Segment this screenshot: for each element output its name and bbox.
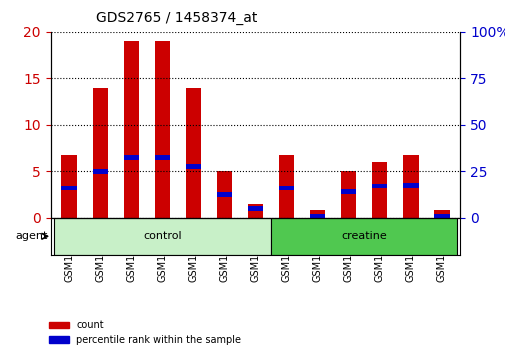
Bar	[247, 206, 263, 211]
Bar	[278, 154, 294, 218]
Bar	[155, 155, 170, 160]
Bar	[433, 213, 449, 218]
Bar	[309, 210, 325, 218]
Bar	[92, 169, 108, 173]
Bar	[61, 185, 77, 190]
Bar	[155, 41, 170, 218]
Bar	[278, 185, 294, 190]
Bar	[309, 213, 325, 218]
Bar	[247, 204, 263, 218]
Bar	[61, 154, 77, 218]
Bar	[216, 192, 232, 197]
Bar	[371, 184, 387, 188]
Bar	[123, 155, 139, 160]
Bar	[185, 88, 201, 218]
Bar	[216, 171, 232, 218]
Text: agent: agent	[15, 231, 47, 241]
Bar	[123, 41, 139, 218]
Text: control: control	[143, 231, 181, 241]
Bar	[185, 164, 201, 169]
Bar	[340, 171, 356, 218]
Text: creatine: creatine	[341, 231, 386, 241]
FancyBboxPatch shape	[271, 218, 457, 255]
Bar	[371, 162, 387, 218]
Bar	[92, 88, 108, 218]
Bar	[433, 210, 449, 218]
Bar	[340, 189, 356, 194]
Bar	[402, 183, 418, 188]
Text: GDS2765 / 1458374_at: GDS2765 / 1458374_at	[96, 11, 257, 25]
Bar	[402, 154, 418, 218]
FancyBboxPatch shape	[54, 218, 271, 255]
Legend: count, percentile rank within the sample: count, percentile rank within the sample	[45, 316, 245, 349]
